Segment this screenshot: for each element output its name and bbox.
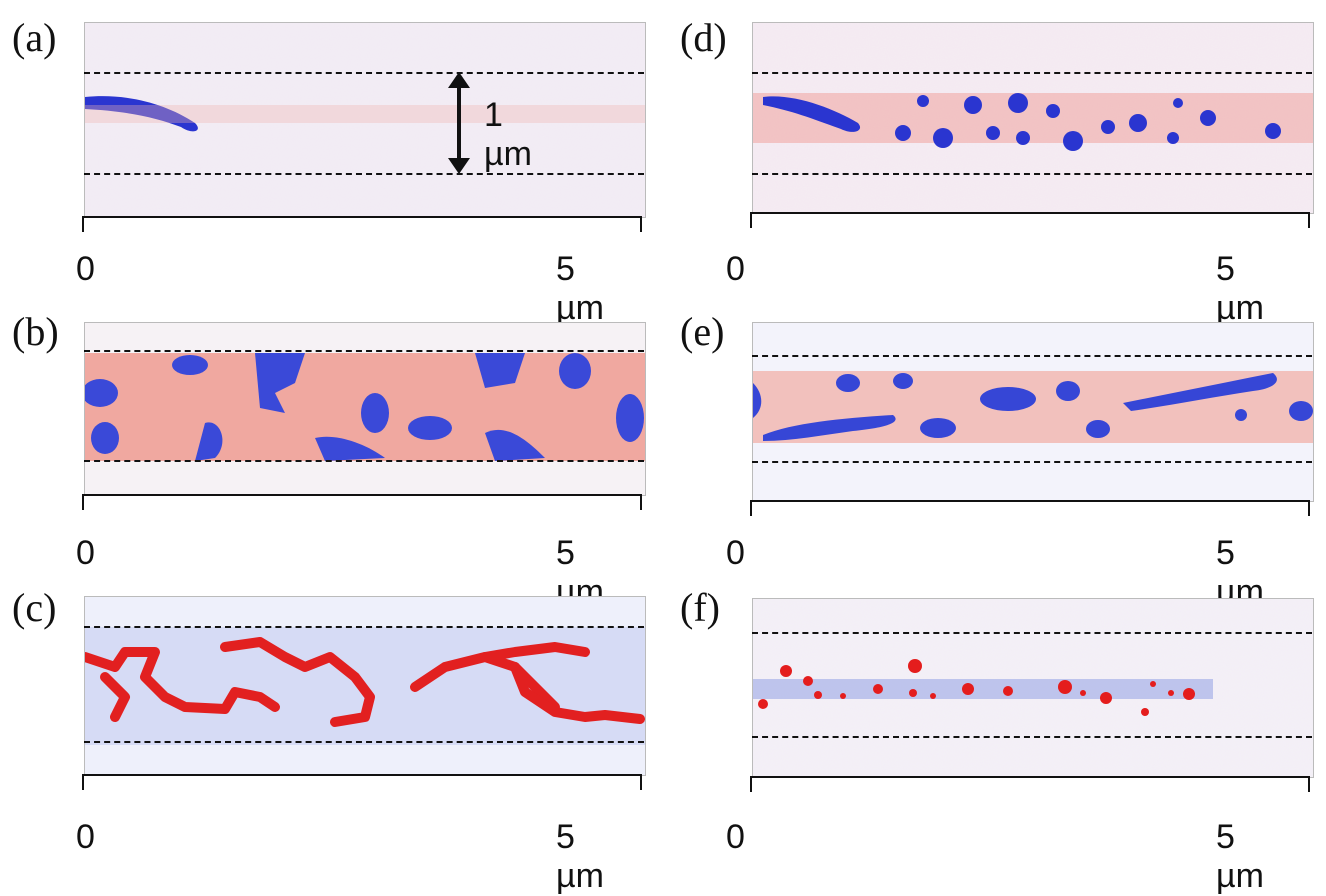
x-tick-label-end: 5 µm <box>556 818 604 895</box>
micrograph-svg <box>85 597 645 775</box>
x-tick <box>640 774 642 790</box>
micrograph-svg <box>85 323 645 495</box>
x-axis <box>750 212 1310 214</box>
x-tick <box>1308 776 1310 792</box>
x-tick-label-end: 5 µm <box>1216 250 1264 327</box>
x-axis <box>82 494 642 496</box>
dashed-line-top <box>752 355 1312 357</box>
panel-label: (a) <box>12 15 57 60</box>
micrograph-image <box>84 322 646 496</box>
dashed-line-top <box>84 350 644 352</box>
micrograph-image <box>84 22 646 218</box>
dashed-line-top <box>752 632 1312 634</box>
dashed-line-bottom <box>84 173 644 175</box>
x-tick <box>82 216 84 232</box>
x-tick <box>750 500 752 516</box>
micrograph-image <box>752 322 1314 502</box>
x-axis <box>750 776 1310 778</box>
x-axis <box>82 774 642 776</box>
panel-label: (f) <box>680 585 720 630</box>
micrograph-svg <box>753 23 1313 213</box>
scale-bar-label: 1 µm <box>484 96 532 173</box>
x-axis <box>82 216 642 218</box>
dashed-line-top <box>84 626 644 628</box>
dashed-line-top <box>84 72 644 74</box>
x-axis <box>750 500 1310 502</box>
micrograph-svg <box>753 599 1313 777</box>
dashed-line-bottom <box>84 460 644 462</box>
x-tick <box>82 774 84 790</box>
dashed-line-bottom <box>84 741 644 743</box>
dashed-line-bottom <box>752 173 1312 175</box>
micrograph-svg <box>85 23 645 217</box>
panel-label: (c) <box>12 585 57 630</box>
dashed-line-bottom <box>752 461 1312 463</box>
micrograph-svg <box>753 323 1313 501</box>
x-tick-label-start: 0 <box>726 818 745 856</box>
dashed-line-top <box>752 72 1312 74</box>
panel-label: (d) <box>680 15 727 60</box>
x-tick <box>750 776 752 792</box>
x-tick-label-end: 5 µm <box>1216 818 1264 895</box>
x-tick-label-start: 0 <box>76 534 95 572</box>
x-tick <box>640 494 642 510</box>
x-tick-label-start: 0 <box>726 534 745 572</box>
x-tick <box>750 212 752 228</box>
micrograph-image <box>84 596 646 776</box>
x-tick-label-end: 5 µm <box>556 250 604 327</box>
x-tick <box>1308 212 1310 228</box>
x-tick-label-start: 0 <box>76 818 95 856</box>
panel-label: (e) <box>680 309 725 354</box>
panel-label: (b) <box>12 309 59 354</box>
scale-arrow <box>448 72 470 174</box>
dashed-line-bottom <box>752 736 1312 738</box>
micrograph-image <box>752 598 1314 778</box>
x-tick <box>82 494 84 510</box>
micrograph-image <box>752 22 1314 214</box>
x-tick <box>1308 500 1310 516</box>
x-tick-label-start: 0 <box>726 250 745 288</box>
x-tick-label-start: 0 <box>76 250 95 288</box>
x-tick <box>640 216 642 232</box>
